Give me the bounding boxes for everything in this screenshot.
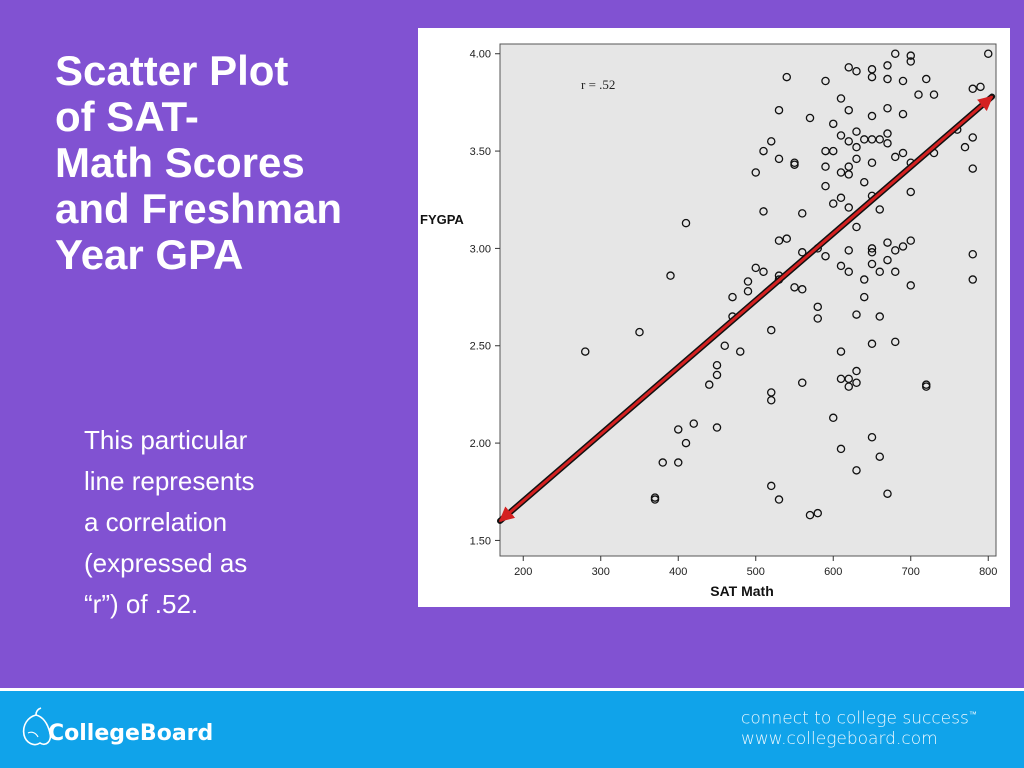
data-point (782, 72, 791, 82)
data-point (898, 76, 908, 86)
y-tick-label: 2.00 (470, 438, 491, 450)
footer-bar: CollegeBoard connect to college success™… (0, 691, 1024, 768)
x-axis-label: SAT Math (710, 583, 774, 599)
data-point (921, 74, 931, 84)
x-tick-label: 600 (824, 566, 842, 578)
data-point (906, 57, 915, 66)
x-tick-label: 400 (669, 566, 687, 578)
scatter-chart: 1.50 2.00 2.50 3.00 3.50 4.00 200 300 400 500 600… (420, 43, 997, 599)
data-point (883, 74, 892, 84)
slide-caption: This particular line represents a correl… (84, 425, 255, 619)
data-point (968, 84, 978, 94)
data-point (852, 67, 861, 76)
trademark-symbol: ™ (968, 710, 977, 719)
slide-title: Scatter Plot of SAT- Math Scores and Fre… (55, 47, 343, 278)
scatter-chart-panel: 1.50 2.00 2.50 3.00 3.50 4.00 200 300 400 500 600… (418, 28, 1010, 607)
y-tick-label: 3.00 (470, 243, 491, 255)
acorn-icon (22, 707, 52, 746)
data-point (844, 63, 853, 72)
tagline-text: connect to college success (741, 708, 969, 729)
x-axis: 200 300 400 500 600 700 800 (514, 556, 997, 578)
y-axis-label: FYGPA (420, 212, 464, 227)
plot-area (499, 43, 997, 557)
data-point (867, 72, 877, 82)
footer-divider (0, 688, 1024, 691)
regression-line-layer (497, 93, 996, 524)
brand-name: CollegeBoard (48, 721, 214, 746)
collegeboard-logo[interactable]: CollegeBoard (18, 703, 238, 759)
x-tick-label: 500 (747, 566, 765, 578)
x-tick-label: 300 (592, 566, 610, 578)
y-tick-label: 4.00 (470, 49, 491, 61)
data-point (984, 49, 993, 58)
x-tick-label: 200 (514, 566, 532, 578)
y-tick-label: 2.50 (470, 341, 491, 353)
x-tick-label: 800 (979, 566, 997, 578)
footer-url[interactable]: www.collegeboard.com (741, 728, 938, 749)
x-tick-label: 700 (902, 566, 920, 578)
regression-line (498, 95, 994, 523)
correlation-annotation: r = .52 (581, 77, 615, 92)
data-point (906, 51, 915, 60)
y-tick-label: 1.50 (470, 535, 491, 547)
footer-tagline: connect to college success™ www.collegeb… (741, 705, 977, 749)
data-point (821, 76, 830, 86)
y-axis: 1.50 2.00 2.50 3.00 3.50 4.00 (470, 49, 500, 547)
y-tick-label: 3.50 (470, 146, 491, 158)
data-point (976, 82, 985, 92)
data-point (890, 49, 900, 58)
data-point (883, 61, 892, 70)
